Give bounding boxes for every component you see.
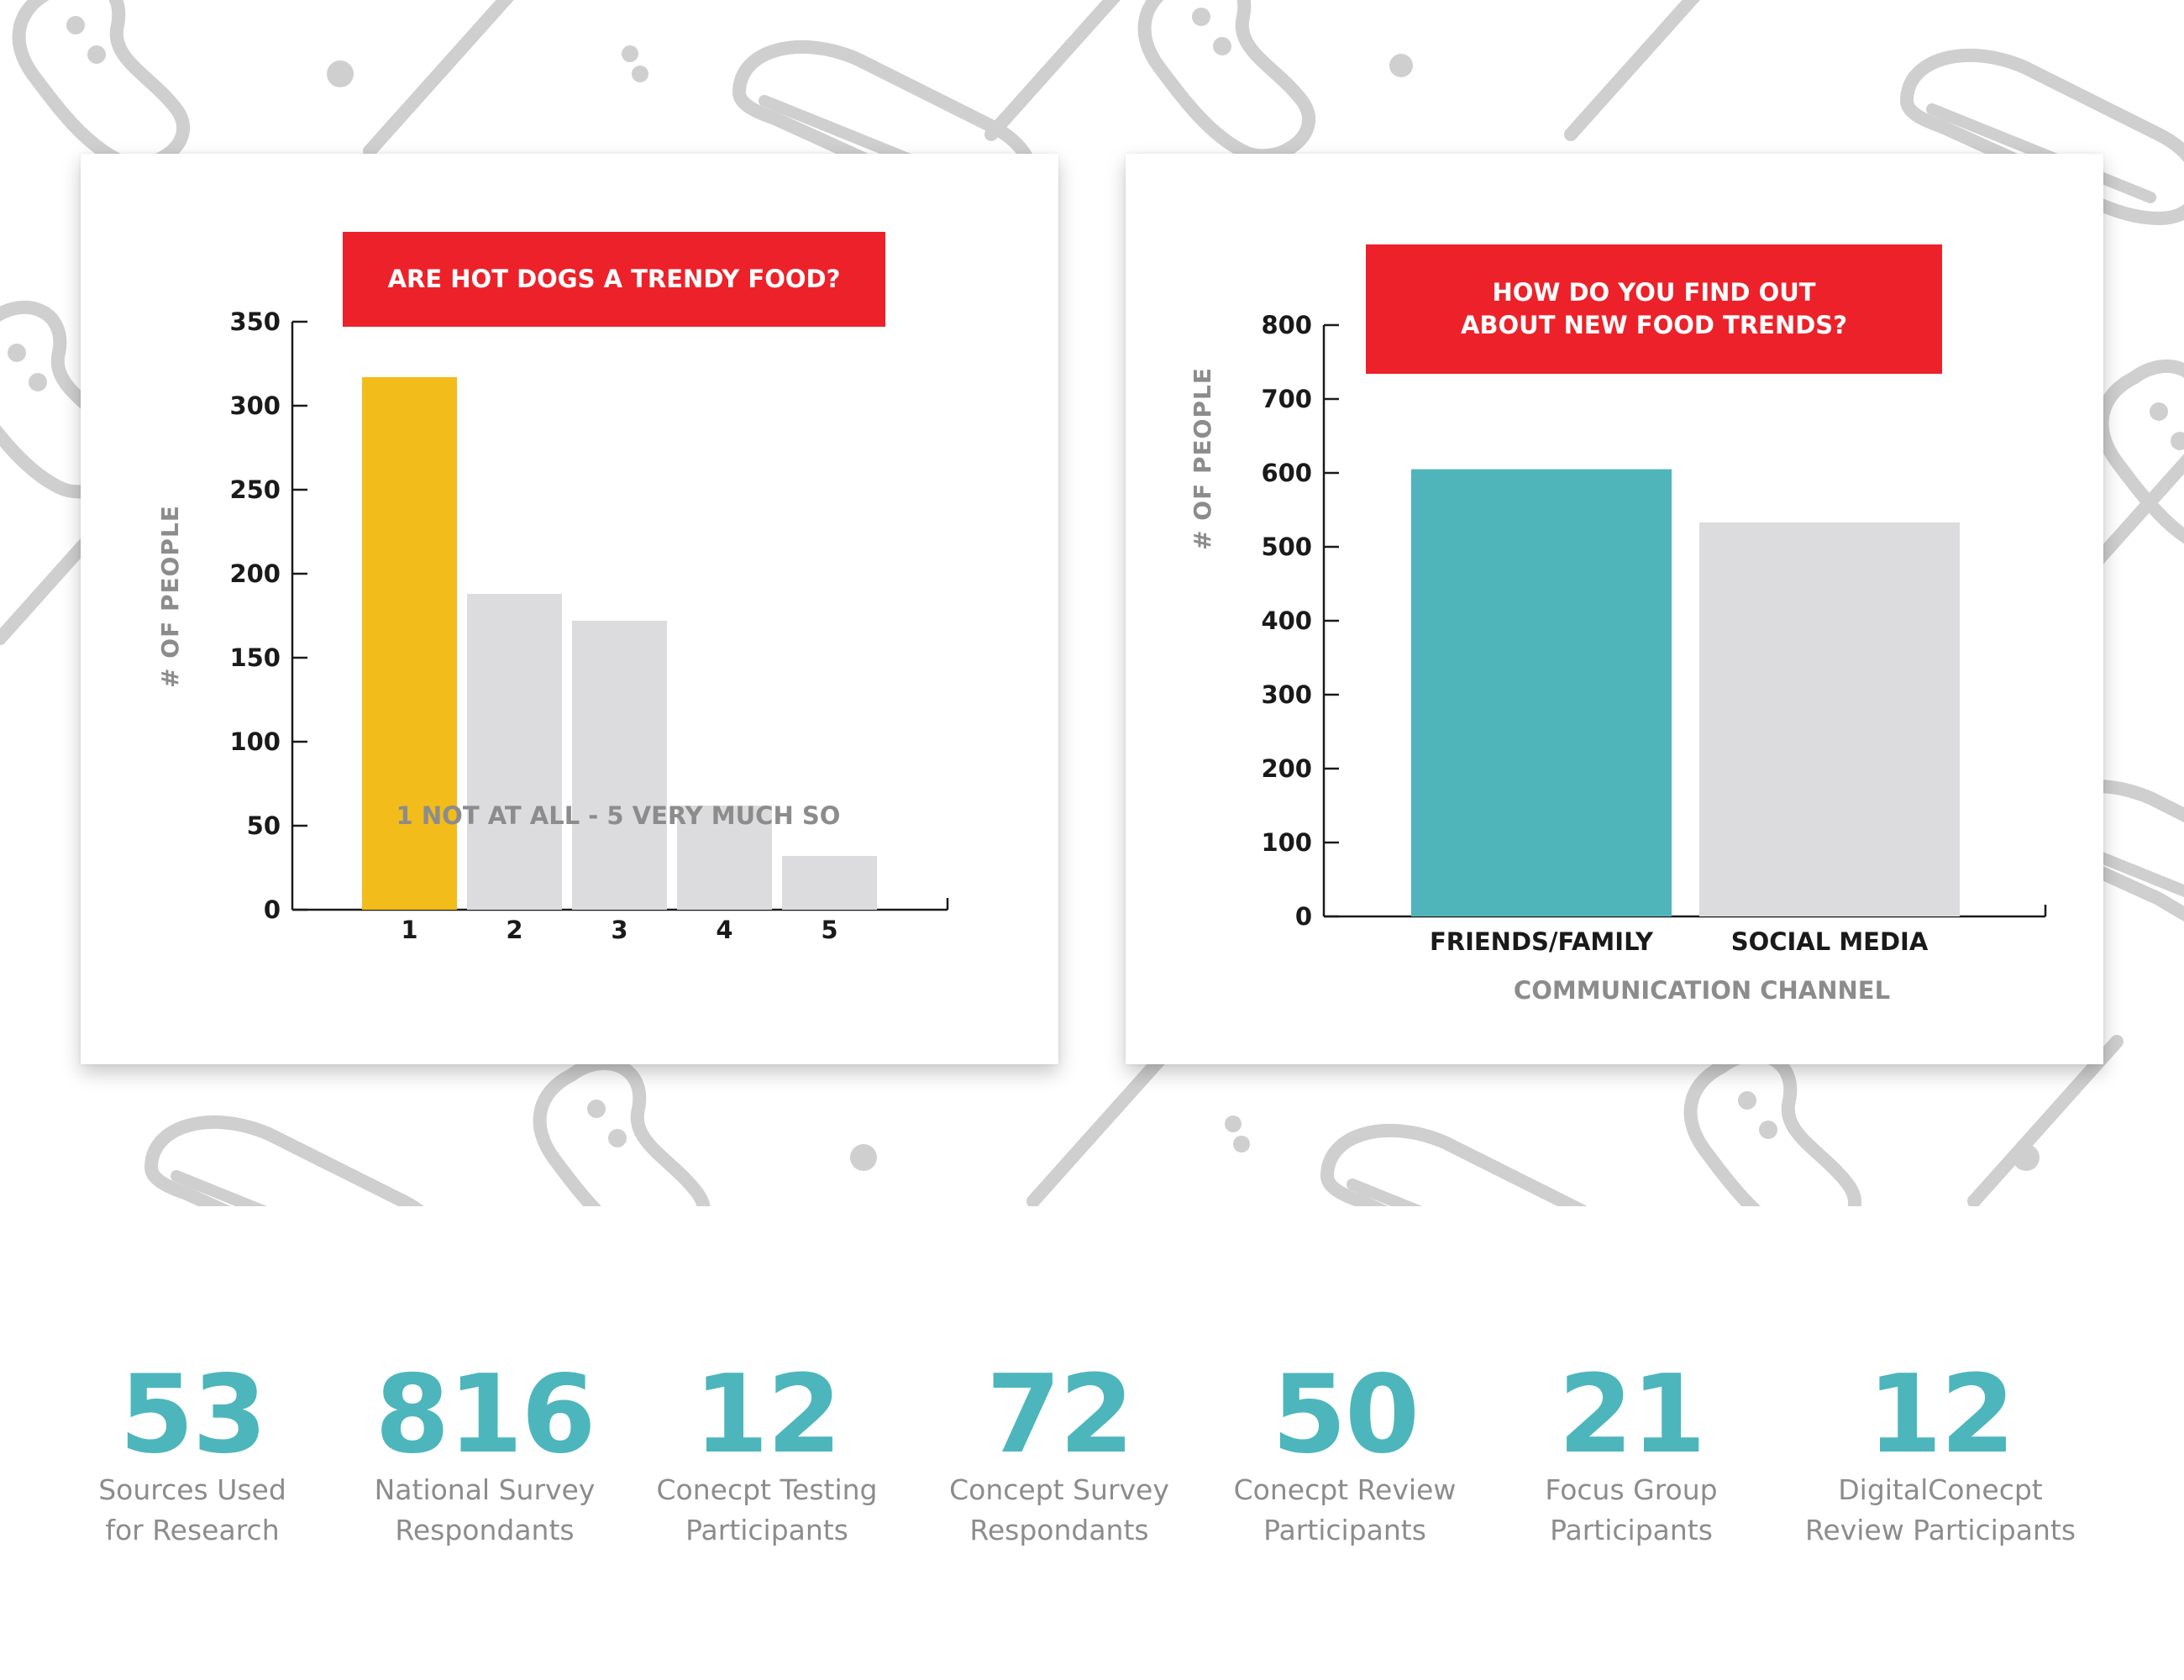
x-tick-label: 1: [401, 916, 417, 944]
y-axis-label: # OF PEOPLE: [1189, 367, 1216, 550]
y-tick-label: 400: [1261, 606, 1312, 635]
x-tick-label: 3: [611, 916, 627, 944]
y-tick-label: 100: [1261, 828, 1312, 857]
stat-label-line2: Participants: [1263, 1514, 1426, 1546]
chart-card-trendy-food: 0 50 100 150 200 250 300 350 1 2 3 4 5 ARE HOT DOGS …: [81, 154, 1058, 1064]
chart-title-text: HOW DO YOU FIND OUT ABOUT NEW FOOD TREND…: [1460, 278, 1848, 339]
bar: [782, 856, 877, 910]
y-tick-label: 300: [229, 391, 281, 420]
stat-label-line2: Respondants: [969, 1514, 1149, 1546]
stat-value: 53: [118, 1352, 267, 1478]
stat-label-line1: Sources Used: [98, 1473, 286, 1506]
y-tick-label: 600: [1261, 459, 1312, 487]
stat-value: 21: [1557, 1352, 1706, 1478]
y-tick-label: 800: [1261, 311, 1312, 339]
chart-card-food-trends-source: 0 100 200 300 400 500 600 700 800 FRIENDS/FAMILY S…: [1126, 154, 2103, 1064]
stat-label-line1: National Survey: [374, 1473, 596, 1506]
x-tick-label: 4: [716, 916, 732, 944]
bar: [1699, 522, 1960, 916]
bar: [362, 377, 457, 910]
stat-concept-testing: 12 Conecpt Testing Participants: [641, 1361, 893, 1551]
stat-focus-group: 21 Focus Group Participants: [1505, 1361, 1757, 1551]
stat-value: 12: [693, 1352, 842, 1478]
bar: [677, 806, 772, 910]
stat-digital-concept-review: 12 DigitalConecpt Review Participants: [1789, 1361, 2092, 1551]
y-tick-label: 150: [229, 643, 281, 672]
stat-label-line2: for Research: [105, 1514, 280, 1546]
stat-national-survey: 816 National Survey Respondants: [359, 1361, 611, 1551]
x-tick-label: 5: [821, 916, 837, 944]
stat-label-line1: DigitalConecpt: [1838, 1473, 2043, 1506]
stat-label-line2: Participants: [685, 1514, 848, 1546]
y-tick-label: 200: [229, 559, 281, 588]
x-tick-label: 2: [506, 916, 522, 944]
y-tick-label: 250: [229, 475, 281, 504]
y-tick-label: 300: [1261, 680, 1312, 709]
x-axis-label: 1 NOT AT ALL - 5 VERY MUCH SO: [396, 801, 841, 830]
y-tick-label: 0: [1295, 902, 1312, 931]
chart-title: HOW DO YOU FIND OUT ABOUT NEW FOOD TREND…: [1366, 244, 1942, 374]
stat-concept-survey: 72 Concept Survey Respondants: [933, 1361, 1185, 1551]
y-axis-label: # OF PEOPLE: [156, 505, 184, 688]
y-tick-label: 500: [1261, 533, 1312, 561]
bar: [467, 594, 562, 910]
stat-label-line1: Conecpt Testing: [656, 1473, 878, 1506]
y-tick-label: 100: [229, 727, 281, 756]
stat-value: 50: [1271, 1352, 1420, 1478]
bar-chart-food-trends-source: 0 100 200 300 400 500 600 700 800 FRIENDS/FAMILY S…: [1261, 311, 2047, 956]
chart-title: ARE HOT DOGS A TRENDY FOOD?: [343, 232, 885, 327]
x-tick-label: FRIENDS/FAMILY: [1430, 927, 1654, 956]
y-tick-label: 700: [1261, 385, 1312, 413]
bar: [572, 621, 667, 910]
x-axis-label: COMMUNICATION CHANNEL: [1513, 976, 1891, 1005]
stat-label-line2: Respondants: [395, 1514, 575, 1546]
stat-sources: 53 Sources Used for Research: [66, 1361, 318, 1551]
y-tick-label: 0: [264, 895, 281, 924]
y-tick-label: 50: [247, 811, 281, 840]
stat-label-line2: Review Participants: [1804, 1514, 2076, 1546]
stat-concept-review: 50 Conecpt Review Participants: [1219, 1361, 1471, 1551]
stat-label-line1: Focus Group: [1545, 1473, 1718, 1506]
x-tick-label: SOCIAL MEDIA: [1731, 927, 1929, 956]
y-tick-label: 350: [229, 307, 281, 336]
stat-value: 816: [375, 1352, 596, 1478]
stat-label-line2: Participants: [1550, 1514, 1713, 1546]
bar-chart-trendy-food: 0 50 100 150 200 250 300 350 1 2 3 4 5: [229, 307, 949, 944]
hot-dog-pattern-background: [0, 0, 2184, 1206]
stat-value: 12: [1866, 1352, 2015, 1478]
stat-label-line1: Conecpt Review: [1233, 1473, 1457, 1506]
y-tick-label: 200: [1261, 754, 1312, 783]
bar: [1411, 469, 1672, 916]
stat-label-line1: Concept Survey: [949, 1473, 1169, 1506]
stat-value: 72: [985, 1352, 1134, 1478]
